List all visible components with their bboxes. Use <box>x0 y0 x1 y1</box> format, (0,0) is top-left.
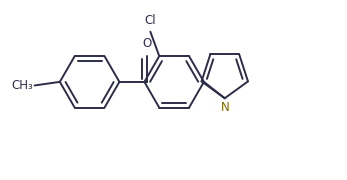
Text: Cl: Cl <box>144 14 156 27</box>
Text: N: N <box>220 101 229 114</box>
Text: O: O <box>142 37 151 50</box>
Text: CH₃: CH₃ <box>12 79 33 92</box>
